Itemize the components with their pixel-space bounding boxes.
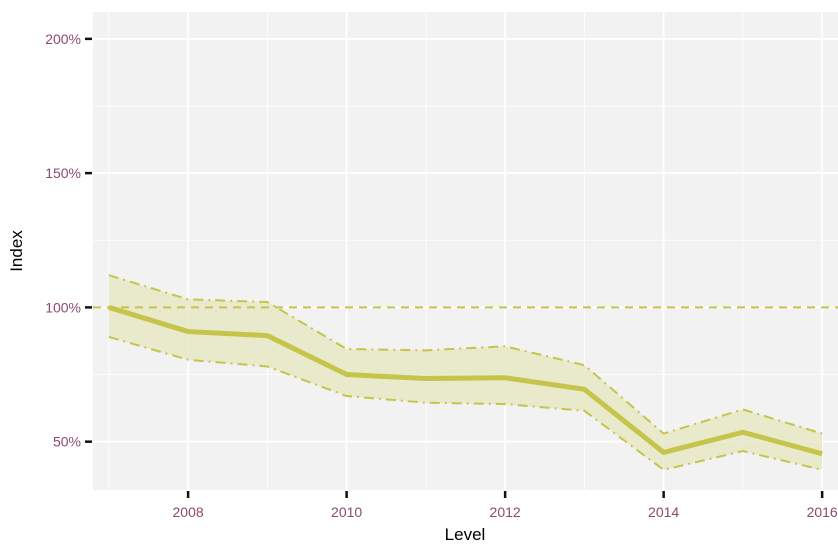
x-tick-label: 2008 — [173, 504, 204, 520]
x-axis-title: Level — [445, 525, 486, 544]
gridlines — [93, 12, 838, 490]
plot-panel — [93, 12, 838, 490]
y-tick-label: 50% — [53, 434, 81, 450]
y-axis: 50% 100% 150% 200% — [45, 31, 92, 450]
x-tick-label: 2016 — [807, 504, 838, 520]
x-tick-label: 2014 — [648, 504, 679, 520]
x-tick-label: 2012 — [490, 504, 521, 520]
upper-bound-line — [108, 274, 823, 435]
y-axis-title: Index — [7, 230, 26, 272]
x-axis: 2008 2010 2012 2014 2016 — [173, 491, 838, 520]
estimate-line — [108, 304, 823, 457]
y-tick-label: 150% — [45, 165, 81, 181]
y-tick-label: 100% — [45, 299, 81, 315]
x-tick-label: 2010 — [331, 504, 362, 520]
lower-bound-line — [108, 335, 823, 471]
y-tick-label: 200% — [45, 31, 81, 47]
confidence-band — [108, 275, 823, 470]
